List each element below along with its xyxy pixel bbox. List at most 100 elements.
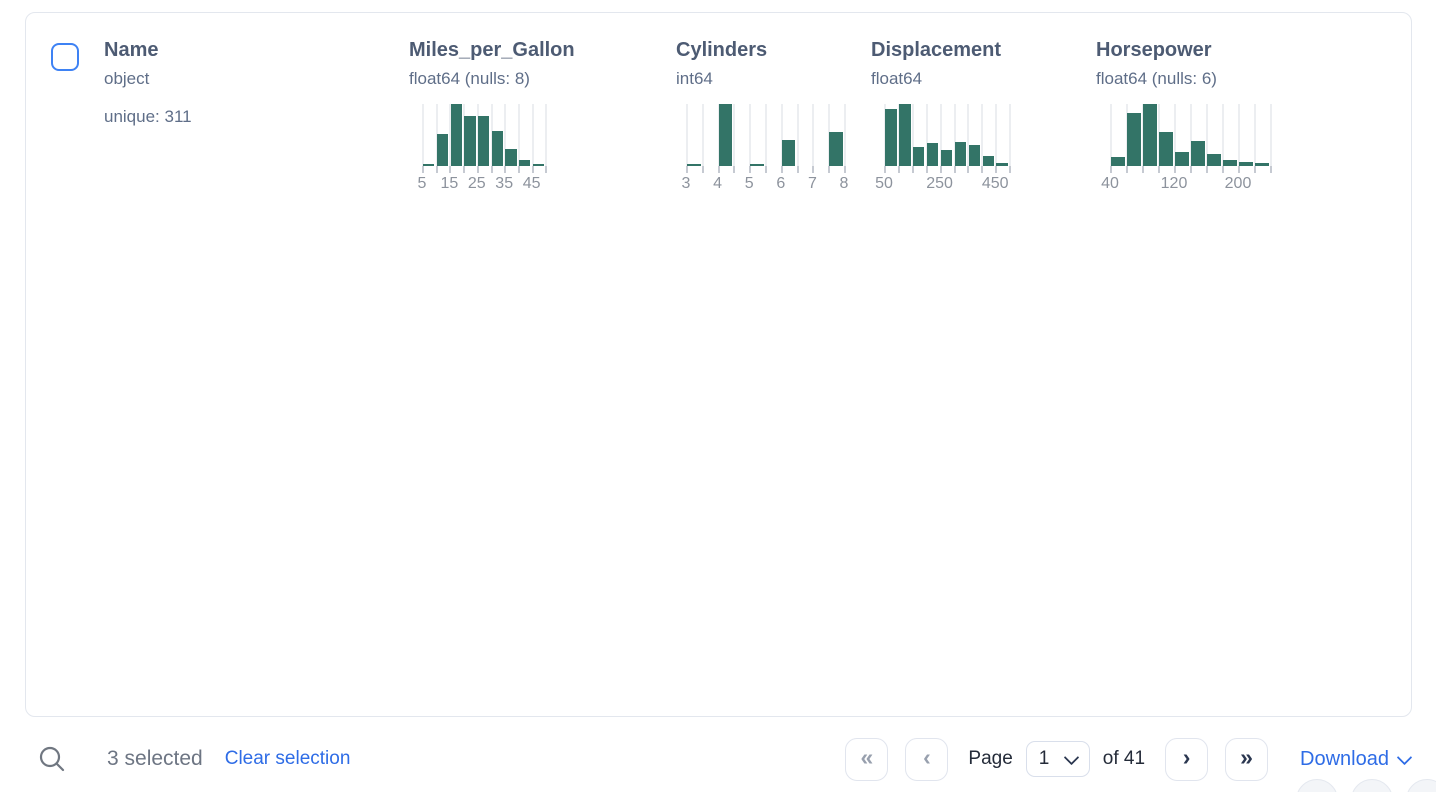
histogram-gridline: [1126, 104, 1128, 166]
histogram-tick: [733, 166, 736, 173]
histogram-gridline: [844, 104, 846, 166]
histogram-tick-label: 7: [807, 175, 817, 192]
histogram-gridline: [1110, 104, 1112, 166]
histogram-tick-label: 15: [440, 175, 459, 192]
column-histogram: 3 4 5 6 7 8: [676, 104, 871, 195]
column-header-name: Name object unique: 311: [104, 13, 409, 127]
last-page-button[interactable]: »: [1225, 737, 1269, 781]
column-header-cylinders: Cylinders int64 3 4 5 6 7 8: [676, 13, 871, 195]
histogram-gridline: [733, 104, 736, 166]
histogram-axis-labels: 3 4 5 6 7 8: [682, 175, 849, 195]
histogram-bar: [464, 116, 476, 166]
next-page-button[interactable]: ›: [1165, 737, 1209, 781]
histogram-tick: [911, 166, 914, 173]
column-dtype: float64 (nulls: 6): [1096, 69, 1217, 88]
histogram-bar: [982, 156, 994, 166]
clear-selection-link[interactable]: Clear selection: [224, 748, 351, 769]
histogram-plot: [884, 104, 1012, 166]
histogram-bar: [940, 149, 953, 166]
histogram-tick: [981, 166, 984, 173]
histogram-gridline: [1158, 104, 1160, 166]
download-label: Download: [1300, 747, 1389, 770]
histogram-gridline: [1009, 104, 1012, 166]
download-menu[interactable]: Download: [1300, 747, 1413, 771]
pagination: « ‹ Page 1 of 41 › »: [845, 737, 1269, 781]
column-title: Miles_per_Gallon: [409, 39, 575, 61]
histogram-plot: [1110, 104, 1272, 166]
column-dtype: float64: [871, 69, 923, 88]
histogram-bar: [491, 130, 503, 166]
histogram-gridline: [749, 104, 752, 166]
histogram-tick: [939, 166, 942, 173]
histogram-gridline: [953, 104, 956, 166]
histogram-tick-label: 45: [522, 175, 541, 192]
histogram-bar: [1255, 162, 1269, 166]
select-all-checkbox[interactable]: [51, 43, 79, 71]
histogram-tick: [1222, 166, 1224, 173]
histogram-tick-label: 5: [744, 175, 754, 192]
histogram-axis-labels: 40 120 200: [1101, 175, 1270, 195]
histogram-bar: [1207, 153, 1221, 166]
histogram-gridline: [939, 104, 942, 166]
page-label: Page: [968, 748, 1013, 769]
column-dtype: int64: [676, 69, 713, 88]
histogram-gridline: [686, 104, 688, 166]
histogram-bar: [1143, 104, 1157, 166]
column-title: Horsepower: [1096, 39, 1212, 61]
histogram-gridline: [463, 104, 466, 166]
histogram-tick: [686, 166, 688, 173]
first-page-button[interactable]: «: [845, 737, 889, 781]
histogram-gridline: [1142, 104, 1144, 166]
histogram-tick: [953, 166, 956, 173]
histogram-bar: [885, 108, 897, 166]
table-header-row: Name object unique: 311 Miles_per_Gallon flo…: [26, 13, 1411, 234]
histogram-gridline: [812, 104, 815, 166]
histogram-bar: [436, 133, 449, 166]
histogram-tick: [531, 166, 534, 173]
data-table-card: Name object unique: 311 Miles_per_Gallon flo…: [25, 12, 1412, 717]
histogram-tick-label: 200: [1224, 175, 1252, 192]
histogram-tick: [1110, 166, 1112, 173]
histogram-plot: [686, 104, 846, 166]
histogram-bar: [750, 164, 764, 166]
histogram-tick-label: 250: [926, 175, 953, 192]
histogram-bar: [450, 104, 462, 166]
histogram-tick-label: 4: [713, 175, 723, 192]
histogram-tick: [995, 166, 998, 173]
page-select[interactable]: 1: [1025, 741, 1090, 777]
selected-count: 3 selected: [107, 747, 203, 770]
column-header-displacement: Displacement float64 50 250 450: [871, 13, 1096, 195]
histogram-tick: [449, 166, 452, 173]
histogram-tick-label: 120: [1160, 175, 1188, 192]
histogram-tick-label: 450: [981, 175, 1009, 192]
histogram-gridline: [531, 104, 534, 166]
column-title: Displacement: [871, 39, 1002, 61]
histogram-tick: [490, 166, 493, 173]
histogram-tick: [1174, 166, 1176, 173]
histogram-tick: [967, 166, 970, 173]
histogram-bar: [1239, 162, 1253, 166]
column-histogram: 5 15 25 35 45: [409, 104, 676, 195]
histogram-tick-row: [884, 166, 1012, 173]
histogram-bar: [829, 131, 843, 166]
histogram-bar: [423, 164, 435, 166]
histogram-tick: [545, 166, 548, 173]
histogram-gridline: [1206, 104, 1208, 166]
histogram-bar: [954, 141, 967, 166]
histogram-gridline: [967, 104, 970, 166]
histogram-tick: [701, 166, 704, 173]
histogram-gridline: [765, 104, 767, 166]
partially-visible-button-3[interactable]: [1406, 779, 1436, 792]
histogram-tick: [1126, 166, 1128, 173]
histogram-tick: [780, 166, 783, 173]
histogram-gridline: [717, 104, 720, 166]
histogram-tick: [1009, 166, 1012, 173]
histogram-tick: [504, 166, 507, 173]
column-header-miles_per_gallon: Miles_per_Gallon float64 (nulls: 8) 5 15 25 3…: [409, 13, 676, 195]
search-icon[interactable]: [38, 745, 66, 773]
footer-left: 3 selected Clear selection: [25, 745, 350, 773]
histogram-bar: [519, 160, 531, 166]
previous-page-button[interactable]: ‹: [905, 737, 949, 781]
histogram-gridline: [545, 104, 548, 166]
